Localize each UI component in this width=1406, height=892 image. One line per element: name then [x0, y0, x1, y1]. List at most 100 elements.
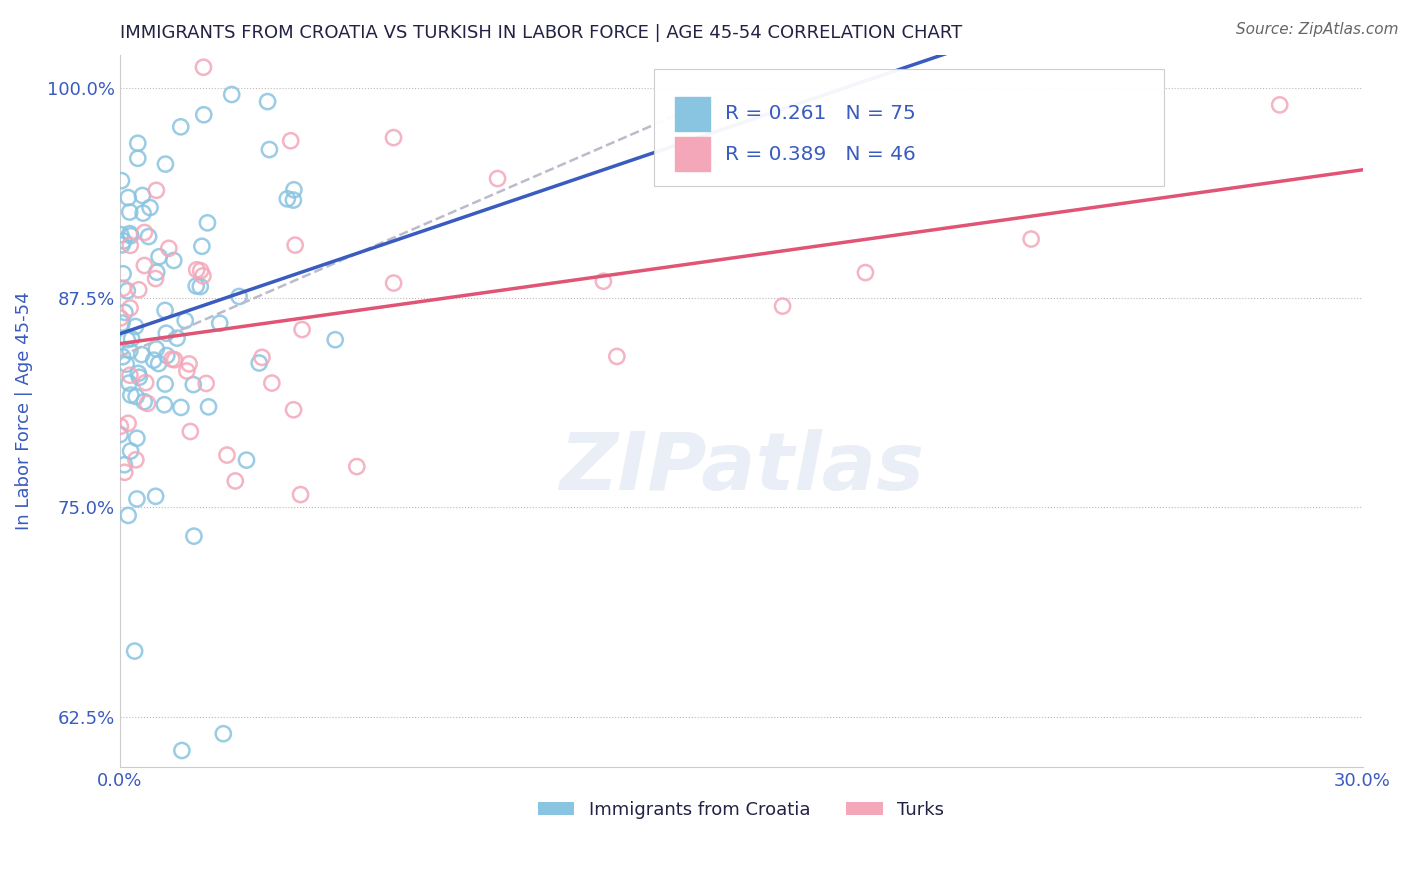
Point [128, 370, 150, 384]
Point [128, 283, 150, 297]
Point [145, 489, 167, 503]
Point [120, 228, 142, 243]
Point [125, 452, 148, 467]
Point [148, 357, 170, 371]
Point [179, 425, 201, 439]
Point [155, 157, 177, 171]
Point [170, 401, 193, 415]
Point [382, 276, 405, 290]
Point [112, 234, 135, 248]
Point [280, 134, 302, 148]
Point [382, 130, 405, 145]
Point [117, 284, 139, 298]
Point [112, 267, 135, 281]
Point [174, 313, 197, 327]
Point [170, 743, 193, 757]
Point [111, 350, 134, 364]
Point [131, 348, 153, 362]
Point [276, 192, 298, 206]
Point [166, 331, 188, 345]
Point [181, 377, 204, 392]
Point [855, 266, 877, 280]
Point [120, 388, 142, 402]
Point [111, 316, 134, 330]
Point [1019, 232, 1042, 246]
Text: ZIPatlas: ZIPatlas [558, 429, 924, 507]
Point [117, 191, 139, 205]
Point [188, 279, 211, 293]
Bar [675, 137, 710, 171]
Point [138, 229, 160, 244]
FancyBboxPatch shape [654, 69, 1164, 186]
Point [215, 448, 238, 462]
Point [142, 353, 165, 368]
Point [191, 268, 214, 283]
Point [208, 316, 231, 330]
Point [284, 238, 307, 252]
Point [153, 398, 176, 412]
Point [177, 357, 200, 371]
Point [117, 417, 139, 431]
Point [250, 351, 273, 365]
Point [283, 193, 305, 207]
Point [115, 333, 138, 347]
Point [145, 271, 167, 285]
Point [592, 274, 614, 288]
Point [110, 227, 132, 242]
Text: IMMIGRANTS FROM CROATIA VS TURKISH IN LABOR FORCE | AGE 45-54 CORRELATION CHART: IMMIGRANTS FROM CROATIA VS TURKISH IN LA… [120, 24, 962, 42]
Point [125, 390, 148, 404]
Point [127, 136, 149, 151]
Point [125, 431, 148, 445]
Point [195, 376, 218, 391]
Point [120, 238, 142, 252]
Point [148, 250, 170, 264]
Point [125, 491, 148, 506]
Point [110, 419, 132, 434]
Point [260, 376, 283, 390]
Point [121, 332, 143, 346]
Y-axis label: In Labor Force | Age 45-54: In Labor Force | Age 45-54 [15, 292, 32, 530]
Point [124, 644, 146, 658]
Point [346, 459, 368, 474]
Point [114, 465, 136, 479]
Point [110, 174, 132, 188]
Point [323, 333, 346, 347]
Point [145, 265, 167, 279]
Point [118, 205, 141, 219]
Point [197, 400, 219, 414]
Point [212, 727, 235, 741]
Point [118, 227, 141, 241]
Point [176, 364, 198, 378]
Point [145, 183, 167, 197]
Point [134, 259, 156, 273]
Point [183, 529, 205, 543]
Text: Source: ZipAtlas.com: Source: ZipAtlas.com [1236, 22, 1399, 37]
Point [247, 356, 270, 370]
Point [115, 357, 138, 371]
Point [127, 151, 149, 165]
Point [163, 253, 186, 268]
Point [156, 349, 179, 363]
Point [120, 301, 142, 315]
Point [283, 402, 305, 417]
Point [256, 95, 278, 109]
Point [291, 322, 314, 336]
Point [191, 239, 214, 253]
Point [127, 367, 149, 381]
Point [170, 120, 193, 134]
Point [153, 303, 176, 318]
Text: R = 0.389   N = 46: R = 0.389 N = 46 [725, 145, 915, 164]
Point [193, 108, 215, 122]
Point [112, 281, 135, 295]
Point [190, 263, 212, 277]
Legend: Immigrants from Croatia, Turks: Immigrants from Croatia, Turks [531, 794, 952, 826]
Point [145, 342, 167, 356]
Point [120, 444, 142, 458]
Point [1268, 98, 1291, 112]
Point [259, 143, 281, 157]
Point [110, 310, 132, 325]
Point [117, 508, 139, 523]
Point [118, 368, 141, 383]
Point [160, 352, 183, 367]
Point [228, 289, 250, 303]
